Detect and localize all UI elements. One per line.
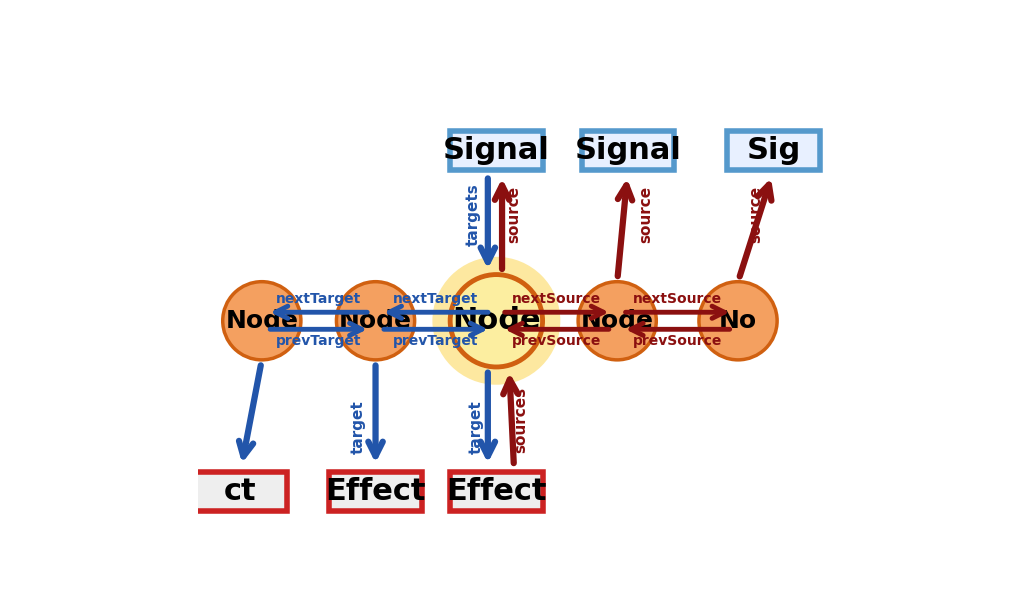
Ellipse shape bbox=[451, 275, 543, 367]
Text: source: source bbox=[749, 185, 763, 243]
Text: source: source bbox=[638, 185, 653, 243]
Ellipse shape bbox=[432, 257, 560, 385]
Text: prevSource: prevSource bbox=[633, 334, 722, 347]
Text: target: target bbox=[350, 401, 366, 454]
Ellipse shape bbox=[579, 281, 656, 360]
Text: target: target bbox=[469, 401, 484, 454]
Text: Signal: Signal bbox=[574, 136, 681, 164]
Text: nextSource: nextSource bbox=[512, 292, 601, 307]
FancyBboxPatch shape bbox=[727, 131, 820, 170]
Text: Node: Node bbox=[452, 306, 541, 335]
Text: ct: ct bbox=[224, 477, 257, 506]
Text: nextTarget: nextTarget bbox=[393, 292, 478, 307]
Text: Effect: Effect bbox=[326, 477, 426, 506]
FancyBboxPatch shape bbox=[330, 472, 422, 511]
Text: prevSource: prevSource bbox=[512, 334, 601, 347]
Text: sources: sources bbox=[514, 387, 528, 454]
FancyBboxPatch shape bbox=[451, 472, 543, 511]
Text: Node: Node bbox=[339, 309, 412, 333]
FancyBboxPatch shape bbox=[451, 131, 543, 170]
Text: Node: Node bbox=[581, 309, 653, 333]
Text: Sig: Sig bbox=[746, 136, 801, 164]
Text: Node: Node bbox=[225, 309, 298, 333]
Text: prevTarget: prevTarget bbox=[275, 334, 361, 347]
Text: No: No bbox=[719, 309, 757, 333]
Ellipse shape bbox=[699, 281, 777, 360]
FancyBboxPatch shape bbox=[195, 472, 287, 511]
Text: targets: targets bbox=[466, 183, 481, 245]
Ellipse shape bbox=[337, 281, 415, 360]
Text: source: source bbox=[507, 185, 521, 243]
Text: Signal: Signal bbox=[443, 136, 550, 164]
Text: Effect: Effect bbox=[446, 477, 547, 506]
Ellipse shape bbox=[223, 281, 301, 360]
Text: nextTarget: nextTarget bbox=[276, 292, 361, 307]
Text: nextSource: nextSource bbox=[633, 292, 722, 307]
Text: prevTarget: prevTarget bbox=[393, 334, 478, 347]
FancyBboxPatch shape bbox=[582, 131, 674, 170]
